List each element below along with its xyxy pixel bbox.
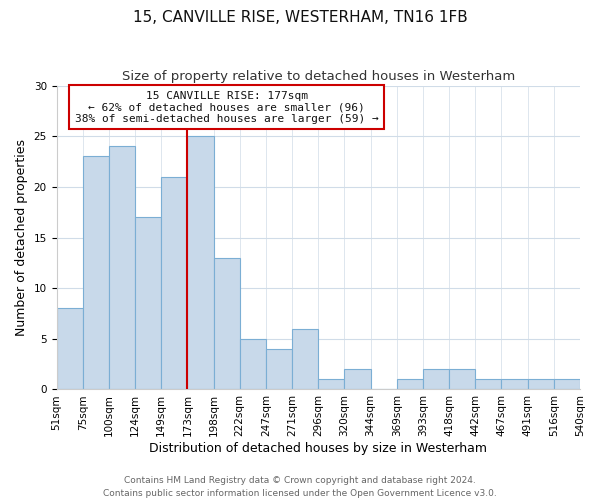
Bar: [502, 380, 527, 390]
Text: Contains HM Land Registry data © Crown copyright and database right 2024.
Contai: Contains HM Land Registry data © Crown c…: [103, 476, 497, 498]
Bar: [397, 380, 423, 390]
Bar: [344, 369, 371, 390]
Bar: [135, 217, 161, 390]
Y-axis label: Number of detached properties: Number of detached properties: [15, 139, 28, 336]
Bar: [449, 369, 475, 390]
Bar: [292, 328, 318, 390]
Text: 15, CANVILLE RISE, WESTERHAM, TN16 1FB: 15, CANVILLE RISE, WESTERHAM, TN16 1FB: [133, 10, 467, 25]
Bar: [161, 176, 187, 390]
Bar: [56, 308, 83, 390]
Bar: [187, 136, 214, 390]
Bar: [266, 349, 292, 390]
Title: Size of property relative to detached houses in Westerham: Size of property relative to detached ho…: [122, 70, 515, 83]
Bar: [423, 369, 449, 390]
X-axis label: Distribution of detached houses by size in Westerham: Distribution of detached houses by size …: [149, 442, 487, 455]
Text: 15 CANVILLE RISE: 177sqm
← 62% of detached houses are smaller (96)
38% of semi-d: 15 CANVILLE RISE: 177sqm ← 62% of detach…: [75, 90, 379, 124]
Bar: [240, 339, 266, 390]
Bar: [554, 380, 580, 390]
Bar: [83, 156, 109, 390]
Bar: [527, 380, 554, 390]
Bar: [318, 380, 344, 390]
Bar: [475, 380, 502, 390]
Bar: [214, 258, 240, 390]
Bar: [109, 146, 135, 390]
